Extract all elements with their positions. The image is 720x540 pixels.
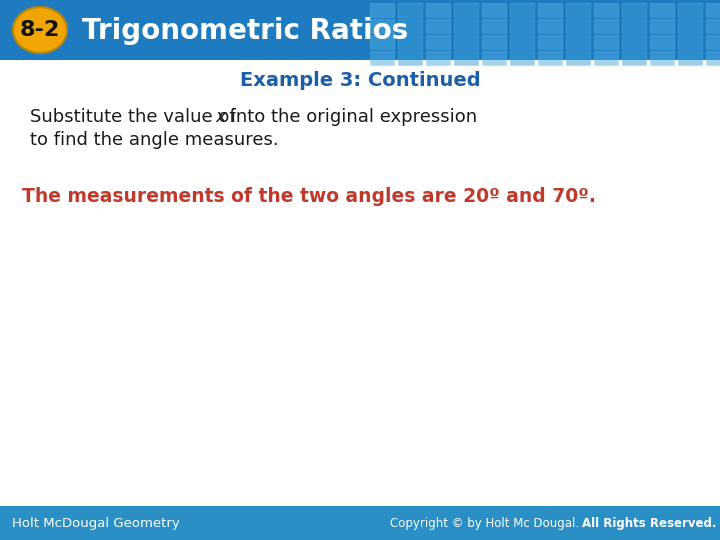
FancyBboxPatch shape [594,35,618,49]
FancyBboxPatch shape [622,51,646,65]
Text: 8-2: 8-2 [20,20,60,40]
FancyBboxPatch shape [482,51,506,65]
FancyBboxPatch shape [510,3,534,17]
FancyBboxPatch shape [622,35,646,49]
FancyBboxPatch shape [538,19,562,33]
Text: Trigonometric Ratios: Trigonometric Ratios [82,17,408,45]
FancyBboxPatch shape [678,51,702,65]
Text: Example 3: Continued: Example 3: Continued [240,71,480,90]
FancyBboxPatch shape [482,35,506,49]
FancyBboxPatch shape [678,35,702,49]
FancyBboxPatch shape [370,19,394,33]
FancyBboxPatch shape [594,19,618,33]
FancyBboxPatch shape [650,3,674,17]
FancyBboxPatch shape [510,35,534,49]
Text: into the original expression: into the original expression [225,108,477,126]
Text: Holt McDougal Geometry: Holt McDougal Geometry [12,516,180,530]
FancyBboxPatch shape [510,51,534,65]
Text: All Rights Reserved.: All Rights Reserved. [582,516,716,530]
FancyBboxPatch shape [426,3,450,17]
FancyBboxPatch shape [650,19,674,33]
FancyBboxPatch shape [538,35,562,49]
FancyBboxPatch shape [510,19,534,33]
FancyBboxPatch shape [426,35,450,49]
FancyBboxPatch shape [454,51,478,65]
Text: The measurements of the two angles are 20º and 70º.: The measurements of the two angles are 2… [22,186,596,206]
FancyBboxPatch shape [538,51,562,65]
FancyBboxPatch shape [594,3,618,17]
FancyBboxPatch shape [566,35,590,49]
FancyBboxPatch shape [622,3,646,17]
FancyBboxPatch shape [566,3,590,17]
Text: Substitute the value of: Substitute the value of [30,108,241,126]
FancyBboxPatch shape [706,3,720,17]
FancyBboxPatch shape [454,19,478,33]
FancyBboxPatch shape [370,51,394,65]
FancyBboxPatch shape [706,19,720,33]
FancyBboxPatch shape [622,19,646,33]
FancyBboxPatch shape [370,3,394,17]
Text: x: x [215,108,225,126]
FancyBboxPatch shape [482,19,506,33]
FancyBboxPatch shape [482,3,506,17]
FancyBboxPatch shape [678,3,702,17]
FancyBboxPatch shape [650,35,674,49]
FancyBboxPatch shape [566,51,590,65]
FancyBboxPatch shape [650,51,674,65]
FancyBboxPatch shape [0,0,720,60]
FancyBboxPatch shape [706,51,720,65]
FancyBboxPatch shape [706,35,720,49]
FancyBboxPatch shape [426,51,450,65]
FancyBboxPatch shape [0,506,720,540]
FancyBboxPatch shape [678,19,702,33]
Text: to find the angle measures.: to find the angle measures. [30,131,279,149]
FancyBboxPatch shape [398,19,422,33]
Text: Copyright © by Holt Mc Dougal.: Copyright © by Holt Mc Dougal. [390,516,583,530]
FancyBboxPatch shape [454,3,478,17]
FancyBboxPatch shape [370,35,394,49]
FancyBboxPatch shape [566,19,590,33]
FancyBboxPatch shape [398,3,422,17]
FancyBboxPatch shape [398,35,422,49]
FancyBboxPatch shape [398,51,422,65]
FancyBboxPatch shape [454,35,478,49]
FancyBboxPatch shape [538,3,562,17]
FancyBboxPatch shape [594,51,618,65]
Ellipse shape [13,7,67,53]
FancyBboxPatch shape [426,19,450,33]
